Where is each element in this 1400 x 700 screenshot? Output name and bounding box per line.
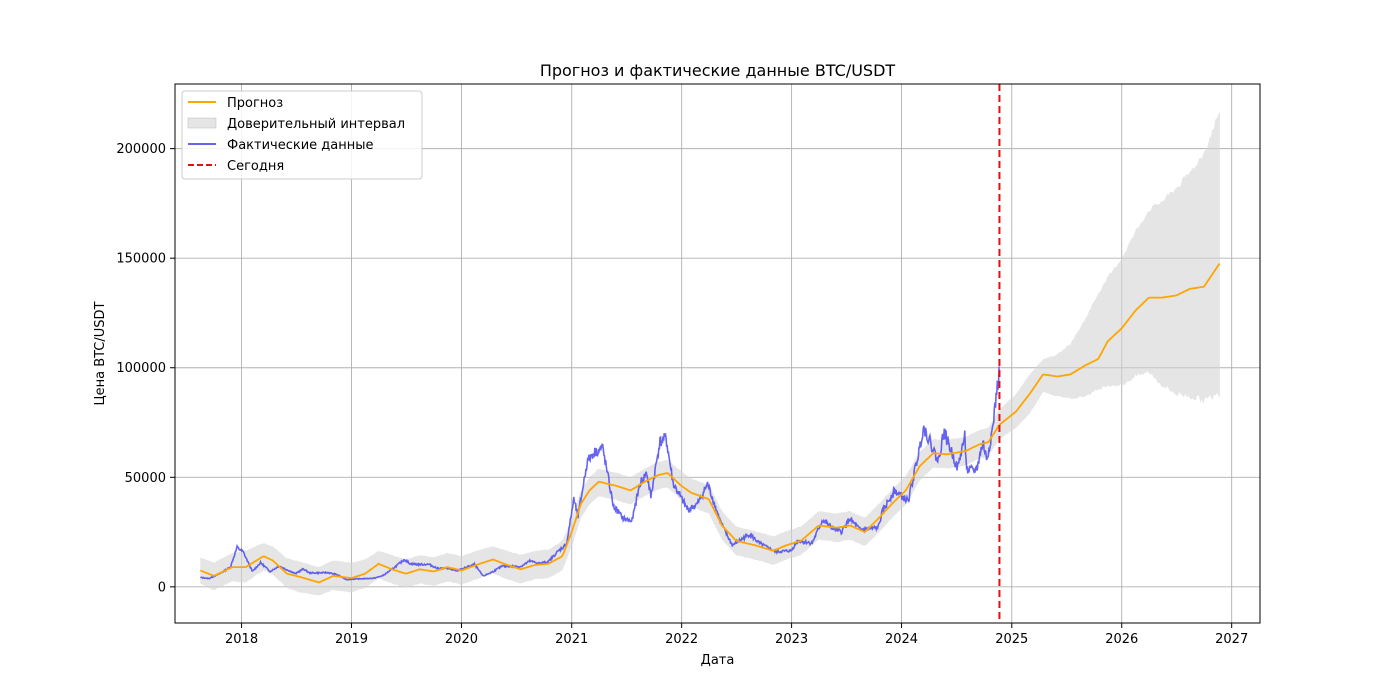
legend-label-today: Сегодня bbox=[227, 159, 284, 174]
x-axis: 2018 2019 2020 2021 2022 2023 2024 2025 2026 2027 bbox=[225, 623, 1248, 647]
legend-label-forecast: Прогноз bbox=[227, 96, 283, 111]
y-axis-label: Цена BTC/USDT bbox=[93, 301, 108, 405]
legend-swatch-interval bbox=[187, 117, 217, 129]
x-tick-label: 2021 bbox=[555, 632, 588, 647]
plot-frame bbox=[174, 83, 1261, 624]
legend-label-interval: Доверительный интервал bbox=[227, 117, 405, 132]
x-tick-label: 2022 bbox=[665, 632, 698, 647]
legend: Прогноз Доверительный интервал Фактическ… bbox=[181, 90, 423, 180]
chart-title: Прогноз и фактические данные BTC/USDT bbox=[540, 61, 896, 80]
y-axis: 0 50000 100000 150000 200000 bbox=[116, 142, 175, 595]
x-tick-label: 2019 bbox=[335, 632, 368, 647]
y-tick-label: 100000 bbox=[116, 361, 166, 376]
series-line-forecast bbox=[199, 262, 1221, 584]
x-axis-label: Дата bbox=[701, 653, 735, 668]
y-tick-label: 0 bbox=[158, 580, 166, 595]
y-tick-label: 200000 bbox=[116, 142, 166, 157]
x-tick-label: 2020 bbox=[445, 632, 478, 647]
x-tick-label: 2024 bbox=[885, 632, 918, 647]
x-tick-label: 2026 bbox=[1105, 632, 1138, 647]
grid-lines bbox=[175, 84, 1260, 623]
x-tick-label: 2023 bbox=[775, 632, 808, 647]
confidence-interval-area bbox=[200, 111, 1220, 596]
series-line-actual bbox=[200, 366, 1000, 581]
x-tick-label: 2018 bbox=[225, 632, 258, 647]
legend-label-actual: Фактические данные bbox=[227, 138, 374, 153]
x-tick-label: 2025 bbox=[995, 632, 1028, 647]
x-tick-label: 2027 bbox=[1215, 632, 1248, 647]
legend-box bbox=[181, 90, 423, 180]
y-tick-label: 150000 bbox=[116, 252, 166, 267]
y-tick-label: 50000 bbox=[125, 471, 166, 486]
